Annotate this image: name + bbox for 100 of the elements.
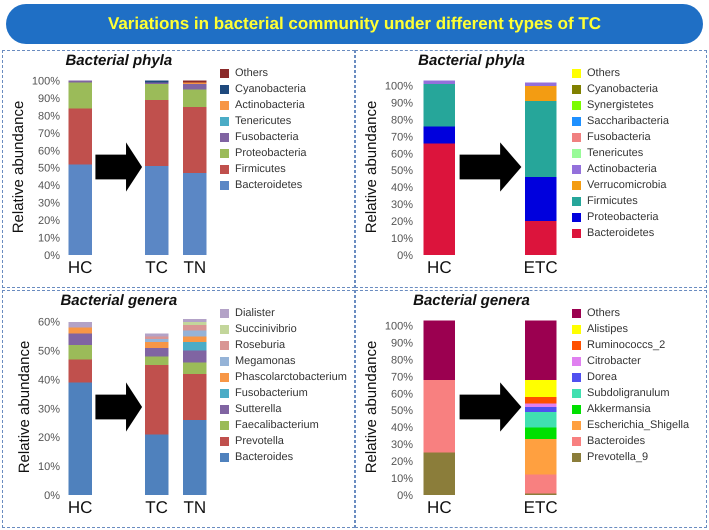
x-tick-label: HC bbox=[427, 498, 452, 517]
y-tick-label: 70% bbox=[390, 371, 414, 384]
legend-label: Escherichia_Shigella bbox=[587, 418, 690, 433]
y-tick-label: 70% bbox=[38, 128, 60, 140]
legend-label: Ruminococcs_2 bbox=[587, 338, 666, 353]
bar bbox=[524, 396, 556, 404]
legend-label: Others bbox=[587, 66, 620, 81]
legend-label: Sutterella bbox=[235, 402, 282, 417]
legend-label: Bacteroides bbox=[235, 450, 294, 465]
legend-label: Roseburia bbox=[235, 338, 286, 353]
x-tick-label: HC bbox=[427, 258, 452, 277]
bar bbox=[183, 173, 207, 255]
y-tick-label: 30% bbox=[38, 198, 60, 210]
bar bbox=[144, 365, 168, 434]
y-tick-label: 20% bbox=[38, 432, 60, 444]
bar bbox=[524, 404, 556, 407]
legend-label: Proteobacteria bbox=[235, 146, 307, 161]
y-tick-label: 80% bbox=[38, 110, 60, 122]
bar bbox=[183, 330, 207, 336]
chart-title: Bacterial genera bbox=[60, 292, 178, 310]
legend-label: Tenericutes bbox=[587, 146, 644, 161]
bar bbox=[68, 328, 92, 334]
legend-label: Dorea bbox=[587, 370, 617, 385]
bar bbox=[424, 80, 456, 84]
bar bbox=[183, 342, 207, 351]
bar bbox=[144, 339, 168, 342]
legend-label: Actinobacteria bbox=[235, 98, 305, 113]
bar bbox=[183, 106, 207, 174]
bar bbox=[524, 86, 556, 101]
y-tick-label: 60% bbox=[38, 145, 60, 158]
bar bbox=[524, 439, 556, 475]
legend-label: Proteobacteria bbox=[587, 210, 659, 225]
legend-label: Bacteroidetes bbox=[587, 226, 654, 241]
y-tick-label: 10% bbox=[390, 472, 414, 485]
y-tick-label: 20% bbox=[38, 215, 60, 227]
y-tick-label: 50% bbox=[38, 162, 60, 175]
bar bbox=[524, 177, 556, 222]
bar bbox=[183, 350, 207, 362]
bar bbox=[68, 322, 92, 328]
bar bbox=[183, 420, 207, 495]
y-axis-title: Relative abundance bbox=[16, 340, 34, 474]
text: Variations in bacterial community under different types of TC bbox=[6, 4, 703, 44]
y-tick-label: 50% bbox=[38, 346, 60, 358]
bar bbox=[424, 84, 456, 126]
chart-title: Bacterial phyla bbox=[418, 52, 525, 70]
bar bbox=[68, 333, 92, 345]
bar bbox=[524, 474, 556, 494]
y-tick-label: 100% bbox=[384, 80, 414, 93]
legend-label: Firmicutes bbox=[235, 162, 286, 177]
y-tick-label: 30% bbox=[390, 439, 414, 452]
bar bbox=[144, 348, 168, 357]
bar bbox=[524, 412, 556, 428]
bar bbox=[68, 382, 92, 495]
bar bbox=[144, 84, 168, 100]
y-tick-label: 100% bbox=[384, 320, 414, 333]
y-tick-label: 40% bbox=[38, 180, 60, 192]
x-tick-label: HC bbox=[68, 498, 92, 517]
y-tick-label: 90% bbox=[390, 338, 414, 350]
bar bbox=[524, 407, 556, 412]
bar bbox=[524, 427, 556, 440]
legend-label: Others bbox=[587, 306, 620, 321]
bar bbox=[68, 108, 92, 164]
legend-label: Akkermansia bbox=[587, 402, 651, 417]
chart-title: Bacterial genera bbox=[413, 292, 530, 310]
bar bbox=[524, 221, 556, 255]
y-tick-label: 30% bbox=[38, 403, 60, 416]
bar bbox=[524, 380, 556, 397]
legend-label: Bacteroides bbox=[587, 434, 646, 449]
x-tick-label: TN bbox=[184, 498, 206, 517]
x-tick-label: ETC bbox=[524, 498, 558, 517]
x-tick-label: TC bbox=[145, 498, 168, 517]
bar bbox=[183, 324, 207, 331]
bar bbox=[424, 143, 456, 255]
legend-label: Citrobacter bbox=[587, 354, 641, 369]
legend-label: Verrucomicrobia bbox=[587, 178, 666, 193]
bar bbox=[524, 320, 556, 380]
legend-label: Fusobacterium bbox=[235, 386, 308, 401]
x-tick-label: TN bbox=[184, 258, 206, 277]
bar bbox=[183, 336, 207, 342]
bar bbox=[183, 89, 207, 107]
bar bbox=[183, 84, 207, 90]
legend-label: Synergistetes bbox=[587, 98, 654, 113]
y-tick-label: 60% bbox=[390, 148, 414, 160]
y-tick-label: 70% bbox=[390, 131, 414, 144]
legend-label: Others bbox=[235, 66, 268, 81]
bar bbox=[183, 322, 207, 325]
legend-label: Faecalibacterium bbox=[235, 418, 319, 433]
bar bbox=[424, 380, 456, 453]
bar bbox=[144, 356, 168, 366]
y-axis-title: Relative abundance bbox=[363, 340, 380, 474]
bar bbox=[183, 374, 207, 420]
bar bbox=[68, 359, 92, 382]
legend-label: Cyanobacteria bbox=[587, 82, 658, 97]
bar bbox=[524, 82, 556, 86]
bar bbox=[424, 126, 456, 144]
chart-title: Bacterial phyla bbox=[65, 52, 172, 70]
bar bbox=[183, 362, 207, 374]
bar bbox=[183, 319, 207, 322]
bar bbox=[68, 164, 92, 255]
y-axis-title: Relative abundance bbox=[363, 100, 380, 234]
